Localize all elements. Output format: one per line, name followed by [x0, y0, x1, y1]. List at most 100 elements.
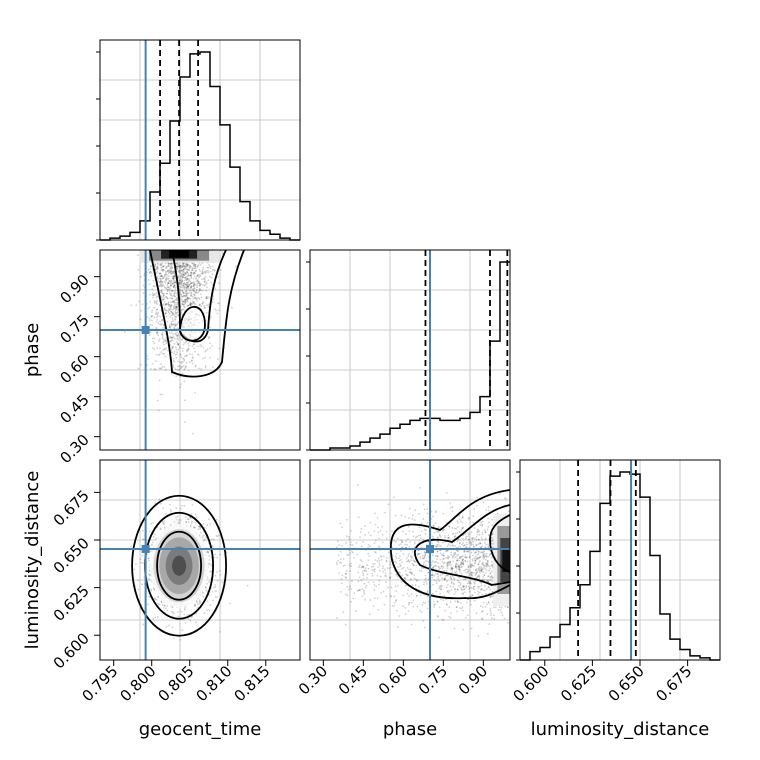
- phase-vs-geocent-time-sample-point: [169, 315, 172, 318]
- phase-vs-geocent-time-sample-point: [159, 283, 162, 286]
- luminosity-distance-vs-phase-sample-point: [373, 597, 376, 600]
- phase-vs-geocent-time-sample-point: [182, 291, 185, 294]
- luminosity-distance-vs-geocent-time-sample-point: [158, 498, 161, 501]
- phase-vs-geocent-time-sample-point: [188, 284, 191, 287]
- luminosity-distance-vs-geocent-time-sample-point: [198, 599, 201, 602]
- phase-vs-geocent-time-sample-point: [183, 262, 186, 265]
- phase-vs-geocent-time-sample-point: [159, 264, 162, 267]
- luminosity-distance-vs-phase-sample-point: [477, 563, 480, 566]
- luminosity-distance-vs-phase-sample-point: [378, 546, 380, 549]
- luminosity-distance-vs-phase-sample-point: [462, 592, 465, 595]
- phase-vs-geocent-time-sample-point: [165, 279, 167, 282]
- luminosity-distance-vs-geocent-time-sample-point: [189, 517, 192, 520]
- luminosity-distance-vs-phase-sample-point: [490, 556, 493, 559]
- luminosity-distance-vs-phase-sample-point: [422, 557, 425, 560]
- luminosity-distance-vs-phase-sample-point: [456, 531, 459, 534]
- luminosity-distance-vs-phase-sample-point: [423, 556, 426, 559]
- luminosity-distance-vs-phase-sample-point: [410, 601, 413, 604]
- phase-vs-geocent-time-sample-point: [182, 269, 185, 272]
- luminosity-distance-vs-phase-sample-point: [403, 577, 406, 579]
- luminosity-distance-vs-geocent-time-sample-point: [186, 518, 189, 521]
- luminosity-distance-vs-phase-sample-point: [418, 585, 420, 588]
- phase-vs-geocent-time-sample-point: [191, 281, 194, 284]
- phase-vs-geocent-time-sample-point: [175, 306, 178, 309]
- phase-vs-geocent-time-sample-point: [156, 270, 159, 273]
- luminosity-distance-vs-phase-sample-point: [465, 556, 468, 559]
- luminosity-distance-vs-geocent-time-sample-point: [170, 610, 173, 613]
- luminosity-distance-vs-phase-sample-point: [456, 588, 459, 591]
- luminosity-distance-vs-phase-sample-point: [464, 556, 467, 559]
- phase-vs-geocent-time-sample-point: [163, 366, 166, 369]
- luminosity-distance-vs-geocent-time-sample-point: [154, 598, 157, 600]
- phase-vs-geocent-time-sample-point: [168, 280, 171, 283]
- phase-vs-geocent-time-sample-point: [166, 303, 168, 306]
- luminosity-distance-vs-phase-sample-point: [358, 564, 361, 567]
- luminosity-distance-vs-phase-sample-point: [484, 538, 487, 541]
- luminosity-distance-vs-phase-sample-point: [481, 562, 484, 565]
- phase-vs-geocent-time-sample-point: [180, 362, 183, 365]
- phase-vs-geocent-time-sample-point: [149, 367, 152, 370]
- luminosity-distance-vs-phase-sample-point: [394, 585, 397, 588]
- luminosity-distance-vs-phase-sample-point: [448, 590, 451, 593]
- phase-vs-geocent-time-sample-point: [173, 284, 176, 287]
- phase-vs-geocent-time-sample-point: [165, 292, 168, 295]
- phase-vs-geocent-time-sample-point: [194, 365, 197, 368]
- luminosity-distance-vs-phase-sample-point: [410, 623, 413, 626]
- luminosity-distance-vs-phase-sample-point: [449, 585, 452, 588]
- luminosity-distance-vs-phase-sample-point: [506, 606, 509, 609]
- luminosity-distance-vs-phase-sample-point: [454, 600, 457, 603]
- phase-vs-geocent-time-sample-point: [184, 300, 187, 303]
- luminosity-distance-vs-phase-sample-point: [410, 593, 413, 596]
- luminosity-distance-vs-phase-sample-point: [459, 563, 462, 566]
- luminosity-distance-vs-phase-sample-point: [457, 600, 459, 603]
- luminosity-distance-vs-phase-sample-point: [426, 512, 429, 515]
- phase-vs-geocent-time-sample-point: [218, 282, 221, 285]
- luminosity-distance-vs-geocent-time-sample-point: [207, 550, 210, 553]
- phase-geocent-contour-outer: [149, 250, 245, 378]
- ld-geocent-density-level: [172, 555, 187, 576]
- phase-vs-geocent-time-sample-point: [177, 314, 179, 317]
- phase-vs-geocent-time-sample-point: [175, 305, 178, 308]
- luminosity-distance-vs-phase-sample-point: [462, 628, 464, 631]
- luminosity-distance-vs-phase-sample-point: [346, 553, 348, 556]
- luminosity-distance-vs-phase-sample-point: [410, 572, 413, 575]
- phase-vs-geocent-time-sample-point: [174, 309, 177, 312]
- luminosity-distance-vs-geocent-time-sample-point: [206, 609, 208, 612]
- luminosity-distance-vs-phase-sample-point: [484, 562, 487, 565]
- phase-vs-geocent-time-sample-point: [166, 290, 169, 293]
- luminosity-distance-vs-phase-sample-point: [412, 535, 415, 538]
- luminosity-distance-vs-phase-sample-point: [478, 560, 481, 562]
- luminosity-distance-vs-phase-sample-point: [480, 584, 483, 587]
- phase-vs-geocent-time-sample-point: [194, 267, 197, 270]
- luminosity-distance-vs-geocent-time-sample-point: [217, 534, 220, 537]
- luminosity-distance-vs-phase-sample-point: [480, 570, 483, 572]
- phase-vs-geocent-time-sample-point: [162, 323, 165, 326]
- luminosity-distance-vs-phase-sample-point: [465, 541, 468, 544]
- phase-vs-geocent-time-sample-point: [190, 277, 193, 280]
- phase-vs-geocent-time-sample-point: [148, 271, 151, 274]
- luminosity-distance-vs-phase-sample-point: [470, 531, 473, 533]
- phase-vs-geocent-time-sample-point: [161, 319, 164, 322]
- phase-vs-geocent-time-sample-point: [181, 365, 184, 368]
- luminosity-distance-vs-phase-sample-point: [489, 576, 492, 579]
- luminosity-distance-vs-phase-sample-point: [407, 525, 410, 528]
- phase-vs-geocent-time-sample-point: [190, 276, 193, 278]
- luminosity-distance-vs-geocent-time-sample-point: [209, 604, 212, 607]
- phase-vs-geocent-time-sample-point: [142, 292, 145, 295]
- luminosity-distance-vs-phase-sample-point: [470, 571, 472, 574]
- luminosity-distance-vs-phase-sample-point: [424, 559, 427, 562]
- luminosity-distance-vs-phase-sample-point: [485, 569, 488, 572]
- luminosity-distance-vs-phase-sample-point: [418, 539, 421, 542]
- luminosity-distance-vs-phase-sample-point: [423, 583, 425, 586]
- luminosity-distance-vs-phase-sample-point: [470, 544, 473, 546]
- phase-vs-geocent-time-truth-marker: [141, 326, 150, 334]
- phase-vs-geocent-time-sample-point: [194, 296, 197, 299]
- phase-vs-geocent-time-sample-point: [169, 293, 171, 296]
- phase-vs-geocent-time-sample-point: [190, 272, 193, 275]
- luminosity-distance-vs-phase-sample-point: [492, 614, 495, 617]
- phase-vs-geocent-time-sample-point: [158, 284, 161, 287]
- luminosity-distance-vs-phase-sample-point: [487, 565, 490, 567]
- phase-vs-geocent-time-sample-point: [168, 303, 170, 306]
- phase-vs-geocent-time-sample-point: [180, 383, 182, 386]
- luminosity-distance-vs-geocent-time-sample-point: [156, 596, 159, 598]
